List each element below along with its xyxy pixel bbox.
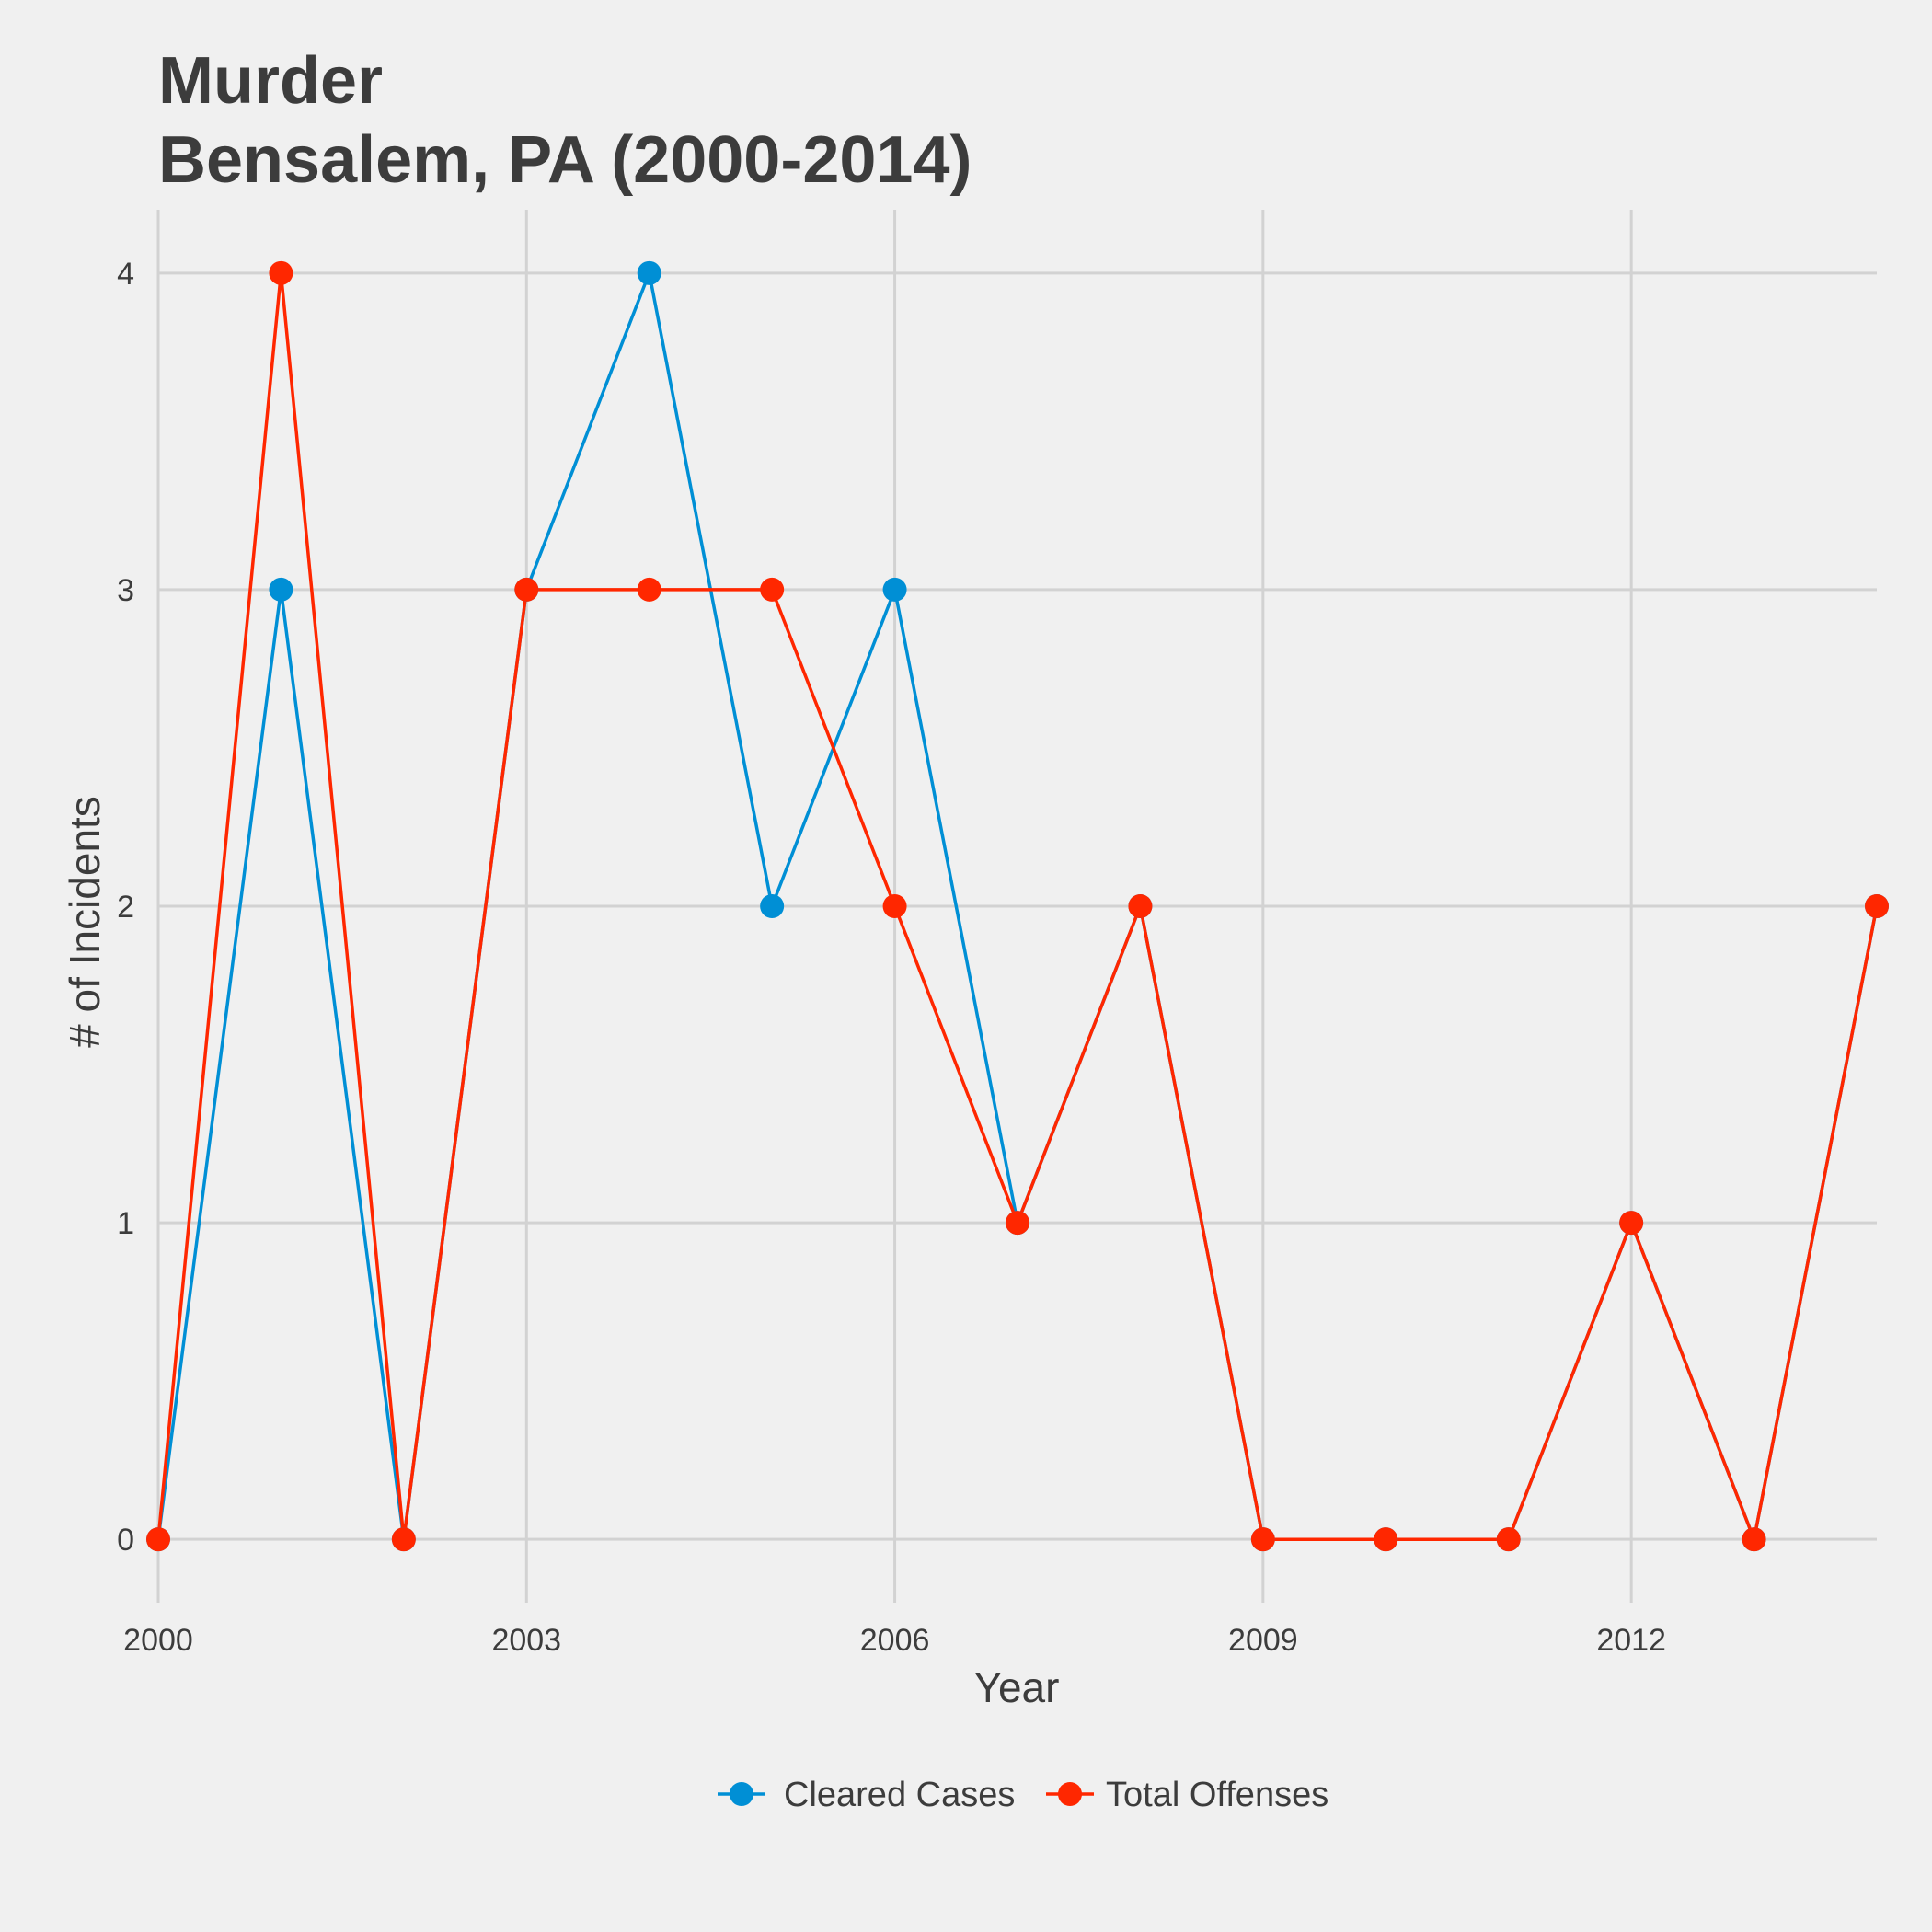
series-1-point bbox=[760, 894, 785, 918]
series-2-point bbox=[1496, 1527, 1521, 1552]
series-1-point bbox=[882, 577, 907, 602]
series-2-point bbox=[1250, 1527, 1275, 1552]
series-2-point bbox=[1006, 1211, 1029, 1236]
series-1-point bbox=[637, 260, 661, 285]
series-group bbox=[146, 260, 1889, 1552]
axis-ticks: 0 1 2 3 4 2000 2003 2006 2009 2012 bbox=[117, 257, 1666, 1658]
series-2-point bbox=[391, 1527, 416, 1552]
x-tick-label: 2012 bbox=[1596, 1623, 1666, 1658]
x-tick-label: 2000 bbox=[123, 1623, 193, 1658]
legend-key-marker bbox=[1058, 1782, 1082, 1806]
series-2-point bbox=[1742, 1527, 1766, 1552]
series-2-point bbox=[637, 577, 661, 602]
y-tick-label: 1 bbox=[117, 1206, 134, 1241]
legend: Cleared Cases Total Offenses bbox=[718, 1776, 1328, 1814]
chart-title: Murder bbox=[158, 44, 383, 118]
grid bbox=[156, 210, 1877, 1603]
series-2-point bbox=[1619, 1211, 1644, 1236]
x-axis-title: Year bbox=[974, 1663, 1060, 1711]
chart-subtitle: Bensalem, PA (2000-2014) bbox=[158, 123, 972, 197]
y-tick-label: 4 bbox=[117, 257, 134, 292]
x-tick-label: 2003 bbox=[491, 1623, 561, 1658]
y-tick-label: 2 bbox=[117, 890, 134, 925]
series-2-point bbox=[760, 577, 785, 602]
y-tick-label: 3 bbox=[117, 573, 134, 608]
legend-label: Cleared Cases bbox=[784, 1776, 1015, 1814]
legend-label: Total Offenses bbox=[1106, 1776, 1328, 1814]
x-tick-label: 2006 bbox=[860, 1623, 930, 1658]
series-2-point bbox=[269, 260, 293, 285]
series-2-point bbox=[1374, 1527, 1398, 1552]
series-1-point bbox=[269, 577, 293, 602]
series-2-point bbox=[1128, 894, 1153, 918]
series-2-point bbox=[1865, 894, 1889, 918]
y-tick-label: 0 bbox=[117, 1523, 134, 1558]
x-tick-label: 2009 bbox=[1228, 1623, 1298, 1658]
legend-key-marker bbox=[730, 1782, 753, 1806]
y-axis-title: # of Incidents bbox=[61, 796, 109, 1048]
series-2-point bbox=[882, 894, 907, 918]
series-2-point bbox=[514, 577, 539, 602]
series-2-point bbox=[146, 1527, 170, 1552]
